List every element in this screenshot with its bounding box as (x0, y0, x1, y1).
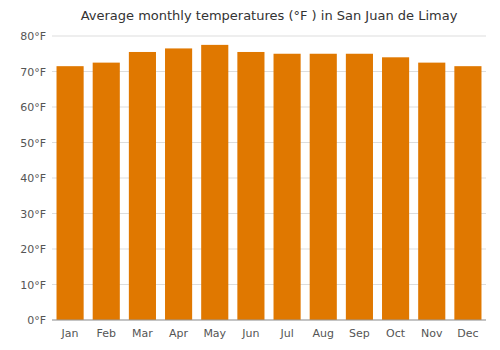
bar (310, 54, 337, 320)
x-tick-label: Mar (132, 327, 153, 340)
bar (346, 54, 373, 320)
page: {"chart_data": {"type": "bar", "title": … (0, 0, 500, 350)
bar (418, 63, 445, 320)
title: Average monthly temperatures (°F ) in Sa… (81, 8, 458, 23)
chart-svg: Average monthly temperatures (°F ) in Sa… (0, 0, 500, 350)
bar (201, 45, 228, 320)
y-tick-label: 60°F (20, 101, 46, 114)
x-tick-label: Jan (61, 327, 79, 340)
y-tick-label: 40°F (20, 172, 46, 185)
bar (237, 52, 264, 320)
bar (274, 54, 301, 320)
y-tick-label: 70°F (20, 66, 46, 79)
x-tick-label: Jul (279, 327, 293, 340)
y-tick-label: 20°F (20, 243, 46, 256)
x-tick-label: Jun (241, 327, 259, 340)
bar (93, 63, 120, 320)
x-tick-label: Apr (169, 327, 189, 340)
bar (382, 57, 409, 320)
x-tick-label: Nov (421, 327, 443, 340)
y-tick-label: 50°F (20, 137, 46, 150)
y-tick-label: 30°F (20, 208, 46, 221)
x-tick-label: May (203, 327, 226, 340)
x-tick-label: Oct (386, 327, 406, 340)
grid (52, 36, 486, 320)
y-tick-label: 10°F (20, 279, 46, 292)
y-tick-label: 0°F (27, 314, 46, 327)
bar (57, 66, 84, 320)
grid-line (52, 320, 486, 321)
x-tick-label: Sep (349, 327, 370, 340)
bar (165, 48, 192, 320)
chart-container: Average monthly temperatures (°F ) in Sa… (0, 0, 500, 350)
x-tick-label: Aug (313, 327, 334, 340)
bar (454, 66, 481, 320)
bar (129, 52, 156, 320)
x-tick-label: Dec (457, 327, 478, 340)
grid-line (52, 36, 486, 37)
x-axis-line (52, 320, 486, 321)
x-tick-label: Feb (97, 327, 116, 340)
bars (57, 45, 482, 320)
y-tick-label: 80°F (20, 30, 46, 43)
